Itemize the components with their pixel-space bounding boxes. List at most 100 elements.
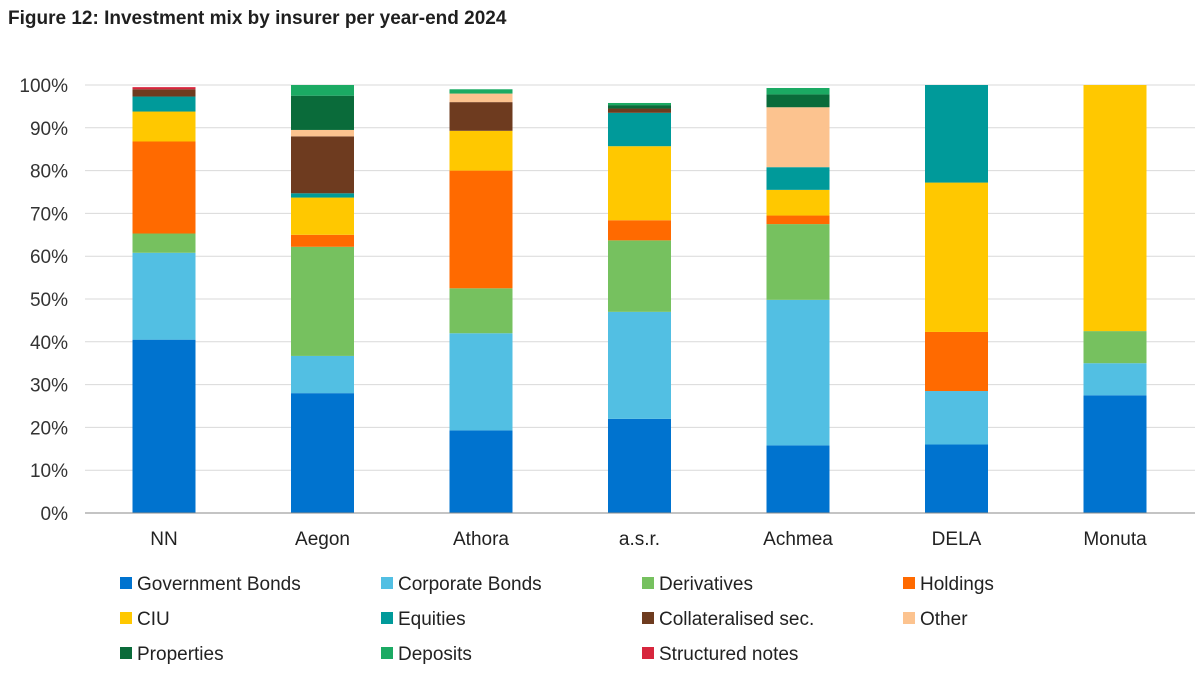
bar-segment-deposits [608, 102, 671, 106]
legend-item: Deposits [381, 644, 472, 665]
legend-item: Other [903, 609, 968, 630]
legend-swatch [120, 577, 132, 589]
x-category-label: Monuta [1083, 529, 1147, 550]
bar-stack-achmea [766, 87, 830, 513]
bar-segment-holdings [608, 220, 671, 241]
legend-label: Government Bonds [137, 574, 301, 595]
legend-label: Other [920, 609, 968, 630]
legend-item: Corporate Bonds [381, 574, 542, 595]
legend-item: Holdings [903, 574, 994, 595]
bar-segment-collateralised-sec- [449, 102, 513, 131]
legend-swatch [381, 647, 393, 659]
bar-segment-holdings [132, 141, 196, 234]
y-tick-label: 40% [30, 333, 68, 354]
bar-segment-holdings [449, 170, 513, 289]
bar-segment-government-bonds [608, 418, 671, 513]
bar-segment-equities [291, 193, 354, 198]
y-tick-label: 0% [41, 504, 69, 525]
bar-segment-derivatives [766, 224, 830, 300]
legend-swatch [381, 577, 393, 589]
bar-segment-ciu [132, 111, 196, 142]
bar-segment-corporate-bonds [291, 355, 354, 394]
legend-label: Structured notes [659, 644, 798, 665]
bar-segment-government-bonds [925, 444, 988, 513]
bar-segment-collateralised-sec- [132, 89, 196, 97]
bar-segment-properties [608, 105, 671, 109]
bar-segment-other [766, 107, 830, 168]
y-tick-label: 60% [30, 247, 68, 268]
legend-item: Equities [381, 609, 466, 630]
y-tick-label: 100% [19, 76, 68, 97]
y-axis-ticks: 0% 10% 20% 30% 40% 50% 60% 70% 80% 90% 100% [19, 76, 68, 525]
chart-title: Figure 12: Investment mix by insurer per… [8, 8, 507, 29]
bar-stack-aegon [291, 85, 354, 513]
bar-segment-corporate-bonds [925, 391, 988, 445]
bar-stack-dela [925, 85, 988, 513]
bar-stack-athora [449, 89, 513, 513]
bar-segment-structured-notes [132, 87, 196, 90]
bar-segment-other [291, 129, 354, 137]
legend-item: Properties [120, 644, 224, 665]
legend-item: CIU [120, 609, 170, 630]
bar-segment-government-bonds [1083, 395, 1147, 513]
x-category-label: Achmea [763, 529, 833, 550]
bar-segment-derivatives [1083, 331, 1147, 364]
bar-segment-ciu [925, 182, 988, 332]
bar-segment-corporate-bonds [1083, 363, 1147, 396]
legend-item: Collateralised sec. [642, 609, 814, 630]
bar-segment-holdings [291, 234, 354, 247]
bar-stack-a-s-r- [608, 102, 671, 513]
legend-swatch [642, 577, 654, 589]
legend-swatch [381, 612, 393, 624]
bar-segment-holdings [766, 215, 830, 225]
bar-segment-corporate-bonds [449, 333, 513, 431]
bar-segment-ciu [1083, 85, 1147, 332]
x-category-label: Aegon [295, 529, 350, 550]
bar-segment-collateralised-sec- [291, 136, 354, 194]
legend-swatch [642, 612, 654, 624]
legend-item: Structured notes [642, 644, 798, 665]
x-category-label: DELA [932, 529, 982, 550]
bar-segment-deposits [449, 89, 513, 94]
y-tick-label: 50% [30, 290, 68, 311]
bar-stack-monuta [1083, 85, 1147, 513]
legend-swatch [903, 612, 915, 624]
bar-segment-collateralised-sec- [608, 108, 671, 113]
x-category-label: Athora [453, 529, 509, 550]
y-tick-label: 30% [30, 376, 68, 397]
legend-label: Collateralised sec. [659, 609, 814, 630]
legend-item: Derivatives [642, 574, 753, 595]
bar-segment-derivatives [608, 240, 671, 312]
legend-label: Properties [137, 644, 224, 665]
bar-segment-ciu [608, 146, 671, 221]
bar-segment-derivatives [291, 246, 354, 356]
bar-segment-ciu [766, 189, 830, 216]
bar-segment-ciu [449, 130, 513, 171]
bar-segment-properties [766, 94, 830, 108]
legend-swatch [120, 612, 132, 624]
bar-segment-equities [608, 112, 671, 147]
legend-label: Equities [398, 609, 466, 630]
y-tick-label: 80% [30, 162, 68, 183]
x-category-label: NN [150, 529, 177, 550]
bars [132, 85, 1147, 513]
legend-swatch [903, 577, 915, 589]
legend-label: Corporate Bonds [398, 574, 542, 595]
bar-segment-derivatives [132, 233, 196, 253]
x-category-label: a.s.r. [619, 529, 660, 550]
y-tick-label: 20% [30, 418, 68, 439]
legend-label: Holdings [920, 574, 994, 595]
legend-label: Deposits [398, 644, 472, 665]
bar-segment-corporate-bonds [132, 252, 196, 340]
y-tick-label: 10% [30, 461, 68, 482]
bar-segment-government-bonds [132, 339, 196, 513]
bar-segment-ciu [291, 197, 354, 235]
bar-segment-properties [291, 95, 354, 130]
bar-segment-other [449, 93, 513, 103]
legend-swatch [120, 647, 132, 659]
bar-segment-derivatives [449, 288, 513, 334]
bar-segment-government-bonds [766, 445, 830, 513]
bar-segment-corporate-bonds [608, 311, 671, 419]
x-axis-categories: NN Aegon Athora a.s.r. Achmea DELA Monuta [150, 529, 1147, 550]
